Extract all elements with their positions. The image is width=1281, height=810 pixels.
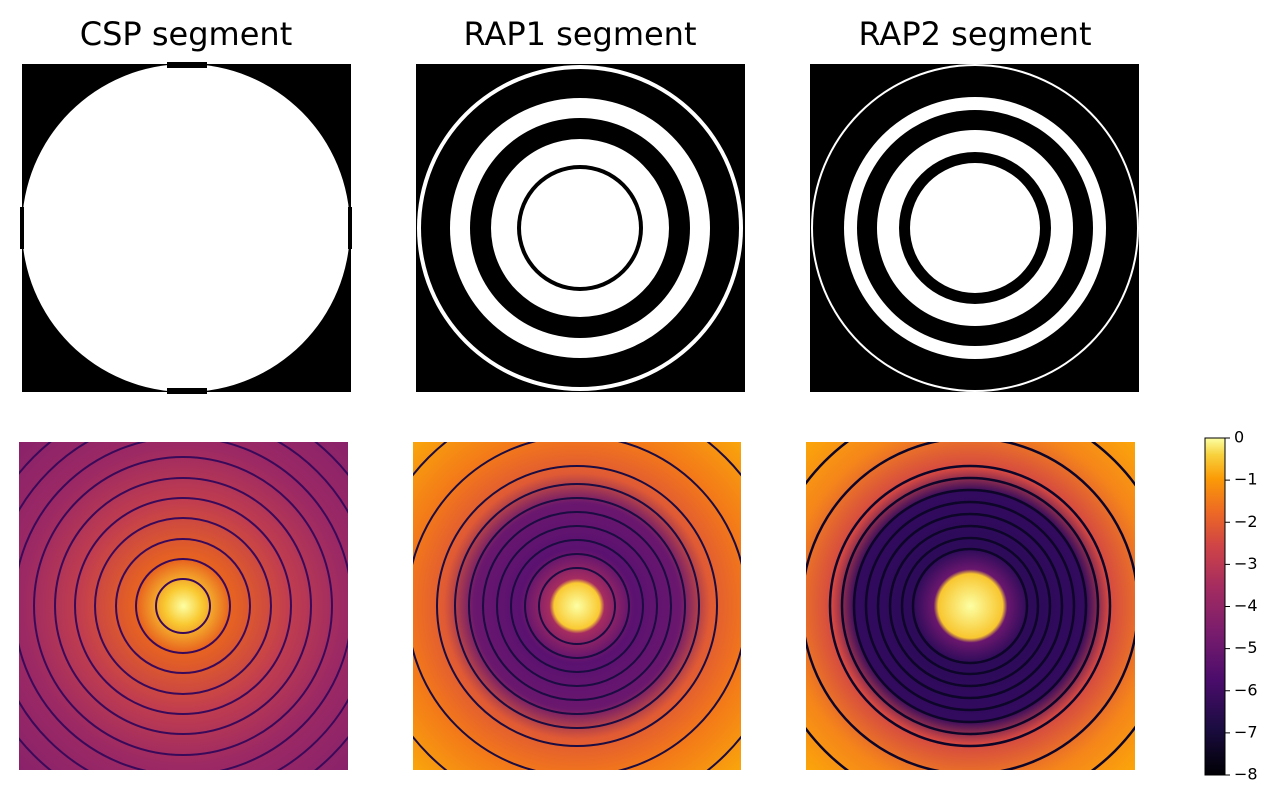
mask-ring xyxy=(521,169,639,287)
psf-image xyxy=(806,442,1135,770)
panel-title: RAP2 segment xyxy=(858,15,1091,53)
psf-image xyxy=(413,442,741,770)
psf-ring xyxy=(524,553,630,659)
colorbar-tick-label: −1 xyxy=(1234,470,1258,489)
psf-ring xyxy=(911,547,1029,665)
psf-ring xyxy=(74,497,292,715)
psf-ring xyxy=(900,536,1040,676)
psf-ring xyxy=(54,477,312,735)
rap1-mask xyxy=(416,64,745,392)
psf-ring xyxy=(155,578,211,634)
colorbar xyxy=(1204,437,1226,776)
colorbar-tick-label: −4 xyxy=(1234,596,1258,615)
psf-ring xyxy=(33,456,333,756)
mask-ring xyxy=(910,163,1040,293)
panel-title: CSP segment xyxy=(80,15,292,53)
colorbar-tick-label: −7 xyxy=(1234,722,1258,741)
psf-ring xyxy=(468,497,686,715)
colorbar-tick-label: −8 xyxy=(1234,765,1258,784)
colorbar-tick-label: 0 xyxy=(1234,428,1244,447)
psf-ring xyxy=(94,517,272,695)
psf-ring xyxy=(496,525,658,687)
psf-ring xyxy=(876,512,1064,700)
psf-ring xyxy=(135,558,231,654)
psf-ring xyxy=(538,567,616,645)
psf-image xyxy=(19,442,348,770)
colorbar-tick-label: −3 xyxy=(1234,554,1258,573)
psf-ring xyxy=(888,524,1052,688)
psf-ring xyxy=(510,539,644,673)
colorbar-tick-label: −6 xyxy=(1234,680,1258,699)
colorbar-tick-label: −2 xyxy=(1234,512,1258,531)
psf-ring xyxy=(454,483,700,729)
csp-mask xyxy=(20,62,352,394)
psf-ring xyxy=(115,538,251,674)
psf-ring xyxy=(852,488,1088,724)
psf-ring xyxy=(840,476,1100,736)
psf-ring xyxy=(436,465,718,747)
colorbar-tick-label: −5 xyxy=(1234,638,1258,657)
rap2-mask xyxy=(810,64,1139,392)
panel-title: RAP1 segment xyxy=(463,15,696,53)
psf-ring xyxy=(482,511,672,701)
psf-ring xyxy=(828,464,1112,748)
psf-ring xyxy=(864,500,1076,712)
